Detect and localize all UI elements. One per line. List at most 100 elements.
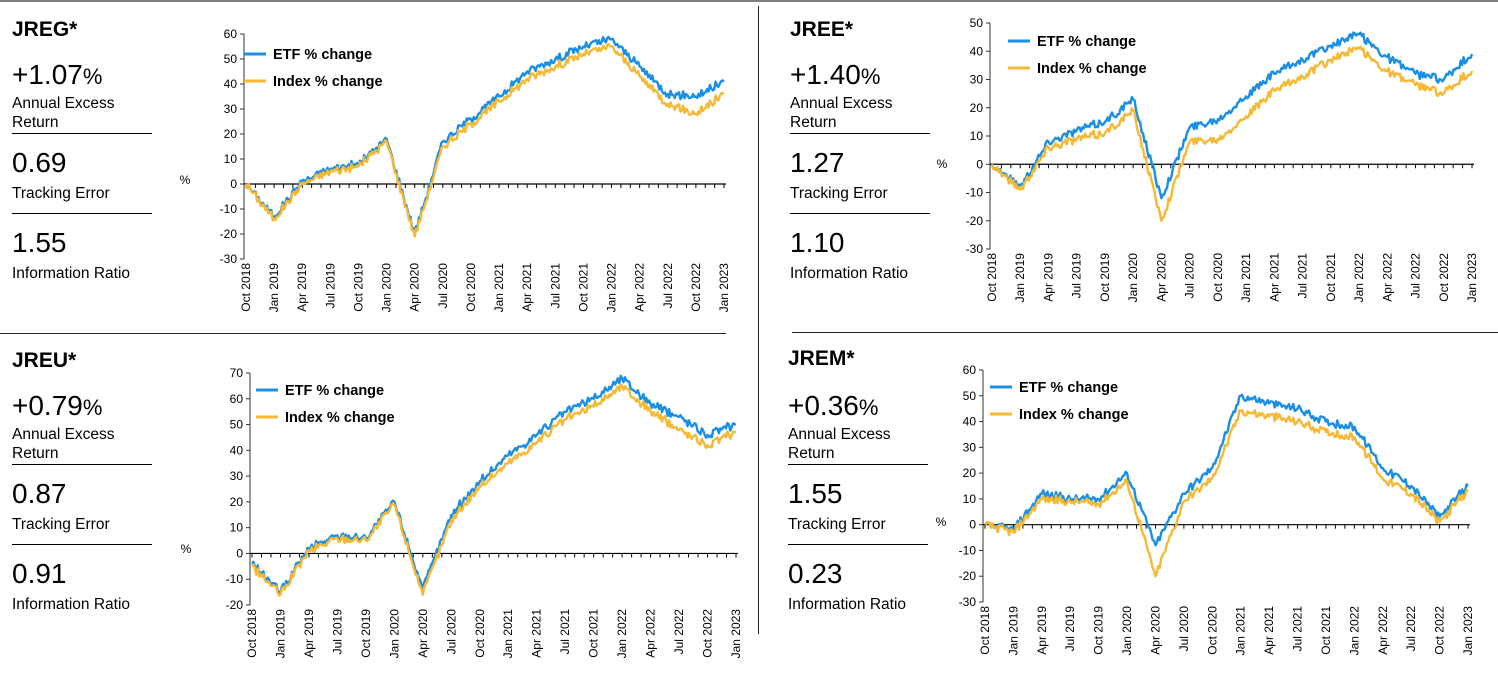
tracking-error-value: 1.27 <box>790 147 845 178</box>
y-tick-label: 0 <box>236 546 243 560</box>
x-tick-label: Jul 2020 <box>436 263 450 309</box>
x-tick-label: Oct 2021 <box>576 263 590 312</box>
x-tick-label: Jul 2020 <box>1177 606 1191 652</box>
y-tick-label: 0 <box>976 157 983 171</box>
x-tick-label: Apr 2021 <box>520 263 534 312</box>
ticker-label: JREU* <box>12 349 77 372</box>
chart-jrem: -30 -20 -10 0 10 20 30 40 50 60% Oct 2018 Jan 2019 A… <box>936 363 1475 655</box>
y-tick-label: 10 <box>224 152 238 166</box>
y-tick-label: -20 <box>959 569 977 583</box>
legend-label-etf: ETF % change <box>285 383 384 399</box>
stat-divider <box>788 464 928 465</box>
y-axis-label: % <box>180 173 191 187</box>
series-line-etf <box>990 31 1474 200</box>
percent-sign: % <box>82 395 103 420</box>
x-tick-label: Oct 2019 <box>1092 606 1106 655</box>
x-tick-label: Oct 2020 <box>1211 253 1225 302</box>
horizontal-divider-right <box>792 332 1498 333</box>
percent-sign: % <box>82 64 103 89</box>
annual-excess-return-label-line1: Annual Excess <box>788 426 891 443</box>
annual-excess-return-number: +1.07 <box>12 59 83 90</box>
series-line-etf <box>984 393 1469 547</box>
x-tick-label: Jan 2021 <box>492 263 506 313</box>
x-tick-label: Jul 2019 <box>330 609 344 655</box>
y-axis-label: % <box>937 157 948 171</box>
x-tick-label: Jul 2020 <box>1183 253 1197 299</box>
ticker-label: JREE* <box>790 18 854 41</box>
x-tick-label: Jan 2022 <box>605 263 619 313</box>
percent-sign: % <box>858 395 879 420</box>
x-tick-label: Jan 2023 <box>729 609 743 659</box>
y-tick-label: 60 <box>224 27 238 41</box>
x-tick-label: Jan 2022 <box>1352 253 1366 303</box>
y-tick-label: 40 <box>224 77 238 91</box>
annual-excess-return-value: +0.79% <box>12 390 102 422</box>
y-tick-label: 50 <box>963 389 977 403</box>
x-tick-label: Jul 2021 <box>558 609 572 655</box>
legend-label-index: Index % change <box>1019 407 1129 423</box>
y-tick-label: -20 <box>220 227 238 241</box>
y-tick-label: -10 <box>226 572 244 586</box>
x-tick-label: Apr 2020 <box>1148 606 1162 655</box>
vertical-divider <box>758 6 759 634</box>
stat-divider <box>12 133 152 134</box>
legend-label-index: Index % change <box>285 410 395 426</box>
legend-label-etf: ETF % change <box>1037 34 1136 50</box>
x-tick-label: Apr 2021 <box>1262 606 1276 655</box>
x-tick-label: Jan 2020 <box>380 263 394 313</box>
x-tick-label: Apr 2019 <box>1041 253 1055 302</box>
y-tick-label: 40 <box>230 443 244 457</box>
y-axis-label: % <box>181 542 192 556</box>
annual-excess-return-label-line1: Annual Excess <box>12 95 115 112</box>
x-tick-label: Apr 2022 <box>1380 253 1394 302</box>
x-tick-label: Jan 2021 <box>1234 606 1248 656</box>
x-tick-label: Oct 2018 <box>245 609 259 658</box>
information-ratio-label: Information Ratio <box>788 596 907 613</box>
ticker-label: JREM* <box>788 347 855 370</box>
x-tick-label: Oct 2022 <box>689 263 703 312</box>
information-ratio-value: 0.91 <box>12 558 67 589</box>
x-tick-label: Jan 2020 <box>1126 253 1140 303</box>
percent-sign: % <box>860 64 881 89</box>
legend-label-index: Index % change <box>1037 61 1147 77</box>
x-tick-label: Apr 2021 <box>1267 253 1281 302</box>
information-ratio-label: Information Ratio <box>790 265 909 282</box>
stat-divider <box>12 464 152 465</box>
y-tick-label: 30 <box>970 73 984 87</box>
y-tick-label: -10 <box>220 202 238 216</box>
y-tick-label: 20 <box>963 466 977 480</box>
y-tick-label: 0 <box>969 518 976 532</box>
x-tick-label: Oct 2018 <box>985 253 999 302</box>
x-tick-label: Jul 2019 <box>1070 253 1084 299</box>
x-tick-label: Jan 2019 <box>273 609 287 659</box>
x-tick-label: Jul 2022 <box>672 609 686 655</box>
tracking-error-value: 1.55 <box>788 478 843 509</box>
y-tick-label: 10 <box>963 492 977 506</box>
x-tick-label: Oct 2021 <box>1324 253 1338 302</box>
y-tick-label: 30 <box>230 469 244 483</box>
y-tick-label: -10 <box>966 186 984 200</box>
horizontal-divider-left <box>0 333 726 334</box>
y-tick-label: 60 <box>963 363 977 377</box>
stat-divider <box>790 213 930 214</box>
y-tick-label: 70 <box>230 366 244 380</box>
y-tick-label: -30 <box>966 242 984 256</box>
y-tick-label: 30 <box>963 440 977 454</box>
tracking-error-label: Tracking Error <box>12 516 110 533</box>
tracking-error-label: Tracking Error <box>12 185 110 202</box>
series-line-index <box>984 408 1469 578</box>
x-tick-label: Jan 2023 <box>1461 606 1475 656</box>
x-tick-label: Jan 2022 <box>615 609 629 659</box>
x-tick-label: Jul 2019 <box>1063 606 1077 652</box>
panel-jrem: JREM* +0.36% Annual Excess Return 1.55 Tr… <box>788 345 1496 675</box>
x-tick-label: Apr 2022 <box>644 609 658 658</box>
y-tick-label: -30 <box>220 252 238 266</box>
series-line-index <box>990 45 1474 222</box>
top-border <box>0 0 1498 2</box>
annual-excess-return-label: Annual Excess Return <box>788 425 891 463</box>
annual-excess-return-label-line2: Return <box>12 114 59 131</box>
y-tick-label: 50 <box>970 16 984 30</box>
y-tick-label: -20 <box>966 214 984 228</box>
tracking-error-value: 0.69 <box>12 147 67 178</box>
